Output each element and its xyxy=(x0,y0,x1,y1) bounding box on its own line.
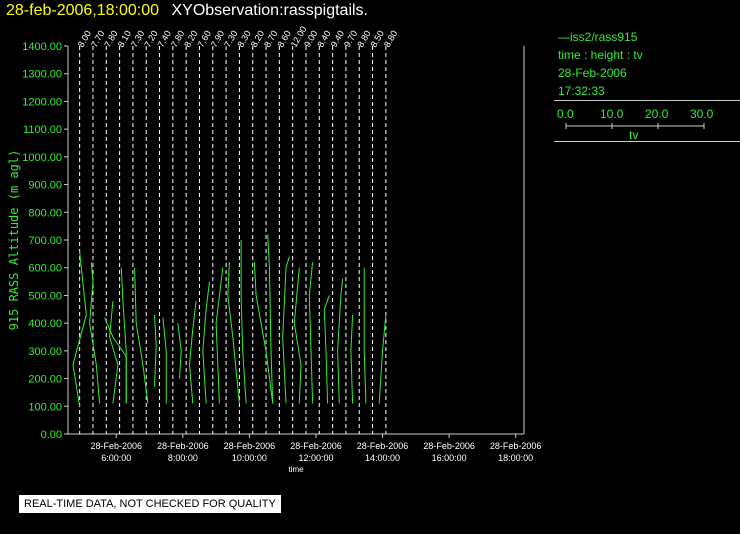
data-profile-line xyxy=(177,323,182,379)
scale-tick-3: 30.0 xyxy=(690,107,714,121)
x-axis-label: time xyxy=(288,465,304,474)
header-date: 28-feb-2006,18:00:00 xyxy=(6,2,160,19)
y-tick-label: 200.00 xyxy=(28,374,62,386)
data-profile-line xyxy=(120,267,127,404)
data-profile-line xyxy=(89,262,101,404)
x-tick-time: 18:00:00 xyxy=(498,453,533,463)
legend-axes: time : height : tv xyxy=(558,48,643,62)
y-tick-label: 400.00 xyxy=(28,318,62,330)
x-tick-time: 6:00:00 xyxy=(101,453,131,463)
x-tick-time: 10:00:00 xyxy=(232,453,267,463)
data-profile-line xyxy=(308,262,314,404)
data-profile-line xyxy=(293,267,302,404)
x-tick-date: 28-Feb-2006 xyxy=(490,441,542,451)
x-tick-date: 28-Feb-2006 xyxy=(224,441,276,451)
data-profile-line xyxy=(227,262,240,404)
data-profile-line xyxy=(240,240,247,404)
y-tick-label: 1200.00 xyxy=(22,96,62,108)
data-profile-line xyxy=(282,256,290,404)
y-tick-label: 900.00 xyxy=(28,180,62,192)
data-profile-line xyxy=(104,317,127,404)
legend-series: —iss2/rass915 xyxy=(558,30,638,44)
x-tick-time: 8:00:00 xyxy=(168,453,198,463)
data-profile-line xyxy=(154,314,157,387)
data-profile-line xyxy=(162,317,167,404)
data-profile-line xyxy=(323,295,330,404)
x-tick-date: 28-Feb-2006 xyxy=(157,441,209,451)
y-tick-label: 1400.00 xyxy=(22,41,62,53)
qc-warning-label: REAL-TIME DATA, NOT CHECKED FOR QUALITY xyxy=(19,495,281,513)
legend-scale: 0.0 10.0 20.0 30.0 tv xyxy=(554,107,740,142)
data-profile-line xyxy=(109,300,119,404)
x-tick-time: 16:00:00 xyxy=(432,453,467,463)
y-tick-label: 700.00 xyxy=(28,235,62,247)
data-profile-line xyxy=(267,234,274,404)
data-profile-line xyxy=(215,267,224,404)
scale-tick-2: 20.0 xyxy=(645,107,669,121)
x-tick-date: 28-Feb-2006 xyxy=(90,441,142,451)
y-tick-label: 600.00 xyxy=(28,263,62,275)
y-tick-label: 0.00 xyxy=(41,429,62,441)
data-profile-line xyxy=(337,278,344,404)
x-tick-time: 12:00:00 xyxy=(298,453,333,463)
data-profile-line xyxy=(134,267,149,404)
scale-axis xyxy=(565,123,705,129)
x-tick-date: 28-Feb-2006 xyxy=(423,441,475,451)
scale-label: tv xyxy=(629,128,639,142)
y-tick-label: 1100.00 xyxy=(23,124,62,136)
y-tick-label: 1300.00 xyxy=(22,69,62,81)
y-tick-label: 500.00 xyxy=(28,290,62,302)
data-profile-line xyxy=(350,314,354,404)
data-profile-line xyxy=(378,314,387,404)
header: 28-feb-2006,18:00:00 XYObservation:rassp… xyxy=(6,2,368,20)
data-profile-line xyxy=(253,262,274,404)
data-profile-line xyxy=(363,267,367,404)
x-tick-time: 14:00:00 xyxy=(365,453,400,463)
legend-date: 28-Feb-2006 xyxy=(558,66,627,80)
y-tick-label: 800.00 xyxy=(28,207,62,219)
legend-divider-bottom xyxy=(554,141,740,142)
y-tick-label: 100.00 xyxy=(28,401,62,413)
x-tick-date: 28-Feb-2006 xyxy=(357,441,409,451)
y-tick-label: 1000.00 xyxy=(22,152,62,164)
plot-area: 0.00 100.00 200.00 300.00 400.00 500.00 600.00… xyxy=(7,24,542,474)
data-profile-line xyxy=(202,281,210,404)
header-title: XYObservation:rasspigtails. xyxy=(171,2,368,19)
scale-tick-0: 0.0 xyxy=(557,107,574,121)
y-axis-label: 915 RASS Altitude (m agl) xyxy=(7,150,21,331)
profile-label: 8.80 xyxy=(382,29,399,49)
y-tick-label: 300.00 xyxy=(28,346,62,358)
legend-time: 17:32:33 xyxy=(558,84,605,98)
data-profile-line xyxy=(72,251,87,407)
scale-tick-1: 10.0 xyxy=(600,107,624,121)
legend-divider xyxy=(554,100,740,101)
legend-panel: —iss2/rass915 time : height : tv 28-Feb-… xyxy=(554,28,740,142)
x-tick-date: 28-Feb-2006 xyxy=(290,441,342,451)
data-profile-line xyxy=(188,300,197,404)
